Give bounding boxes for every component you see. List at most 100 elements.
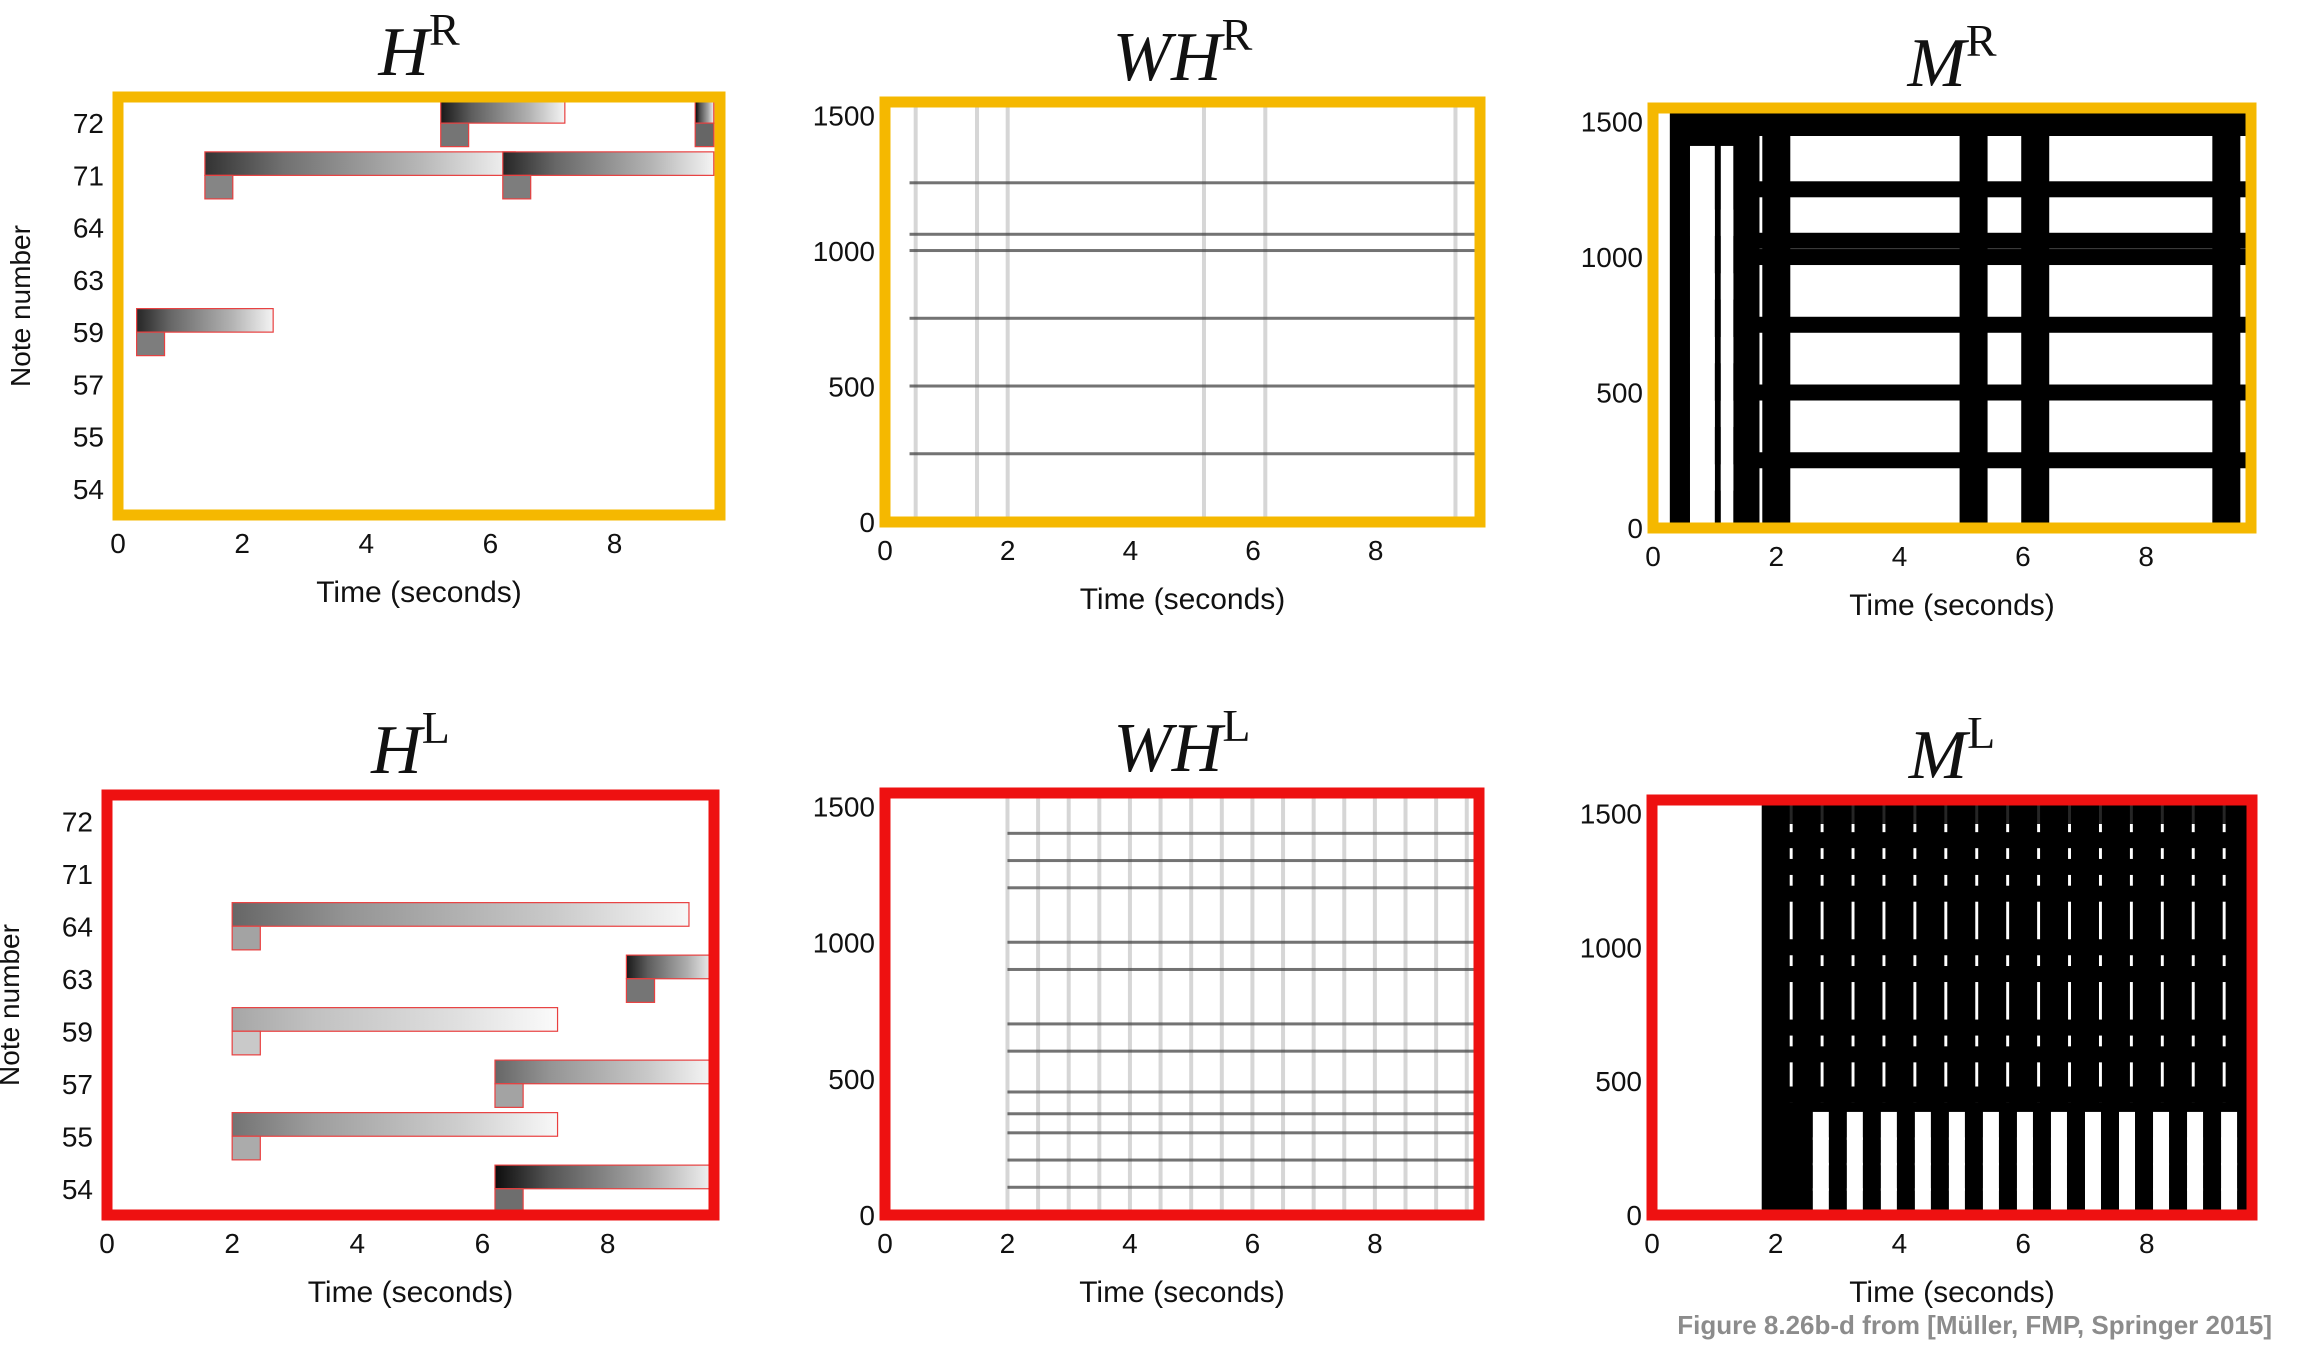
harmonic-line — [1775, 1086, 2252, 1103]
y-tick-label: 0 — [859, 507, 875, 538]
mask-gap — [2084, 1137, 2101, 1166]
panel-frame — [879, 787, 1485, 1221]
harmonic-line — [1677, 384, 2251, 401]
x-tick-label: 0 — [1644, 1228, 1660, 1259]
y-tick-label: 71 — [62, 859, 93, 890]
harmonic-line — [1775, 858, 2252, 875]
y-axis-label: Note number — [0, 924, 25, 1086]
harmonic-line — [909, 452, 1480, 456]
chart-title: HL — [370, 702, 450, 789]
x-tick-label: 0 — [110, 528, 126, 559]
onset-activation — [695, 123, 714, 147]
mask-gap — [2084, 1162, 2101, 1191]
harmonic-line — [1775, 966, 2252, 983]
mask-gap — [2084, 1111, 2101, 1140]
onset-activation — [232, 926, 261, 950]
panel-frame — [1647, 102, 2257, 534]
note-activation — [494, 1165, 714, 1189]
harmonic-line — [1677, 452, 2251, 469]
y-tick-label: 500 — [1596, 378, 1643, 409]
y-tick-label: 71 — [73, 160, 104, 191]
mask-gap — [2016, 1188, 2033, 1215]
onset-constraint-box — [204, 174, 234, 200]
onset-streak — [1219, 793, 1224, 1215]
onset-streak — [1453, 102, 1458, 522]
onset-constraint-box — [494, 1083, 524, 1108]
onset-streak — [1372, 793, 1377, 1215]
y-tick-label: 63 — [73, 265, 104, 296]
plot-area — [1653, 108, 2251, 528]
y-tick-label: 500 — [828, 1064, 875, 1095]
mask-gap — [2187, 1188, 2204, 1215]
panel-frame — [1646, 794, 2258, 1221]
onset-constraint-box — [440, 122, 470, 148]
y-tick-label: 1000 — [1581, 242, 1643, 273]
y-tick-label: 55 — [62, 1121, 93, 1152]
harmonic-line — [909, 384, 1480, 388]
note-activation — [204, 151, 516, 176]
plot-area — [118, 97, 720, 515]
mask-gap — [1948, 1188, 1965, 1215]
harmonic-line — [1007, 1049, 1479, 1053]
y-tick-label: 57 — [62, 1069, 93, 1100]
y-tick-label: 0 — [859, 1200, 875, 1231]
onset-streak — [1434, 793, 1439, 1215]
x-axis-label: Time (seconds) — [308, 1276, 514, 1309]
panel-frame — [112, 91, 726, 521]
onset-streak — [1281, 793, 1286, 1215]
note-activation — [440, 99, 565, 124]
onset-activation — [494, 1083, 524, 1108]
chart-title-main: M — [1908, 717, 1971, 794]
mask-gap — [1982, 1188, 1999, 1215]
chart-title-superscript: R — [429, 4, 460, 55]
mask-gap — [2221, 1137, 2238, 1166]
note-constraint-box — [136, 308, 274, 333]
y-tick-label: 1500 — [813, 792, 875, 823]
y-tick-label: 55 — [73, 422, 104, 453]
mask-gap — [2221, 1162, 2238, 1191]
x-tick-label: 8 — [1368, 535, 1384, 566]
onset-streak — [1403, 793, 1408, 1215]
onset-streak — [1263, 102, 1268, 522]
y-tick-label: 1000 — [1580, 932, 1642, 963]
harmonic-line — [1007, 1131, 1479, 1135]
mask-gap — [1812, 1188, 1829, 1215]
note-activation — [232, 1007, 558, 1032]
y-tick-label: 64 — [73, 213, 104, 244]
harmonic-line — [1007, 1112, 1479, 1116]
chart-title-main: WH — [1114, 710, 1226, 787]
x-tick-label: 0 — [877, 535, 893, 566]
harmonic-line — [1007, 967, 1479, 971]
harmonic-line — [1677, 316, 2251, 333]
note-activation — [626, 955, 714, 979]
harmonic-line — [1007, 1090, 1479, 1094]
y-tick-label: 63 — [62, 964, 93, 995]
mask-gap — [2153, 1111, 2170, 1140]
x-tick-label: 6 — [483, 528, 499, 559]
y-tick-label: 1500 — [1581, 107, 1643, 138]
x-tick-label: 8 — [607, 528, 623, 559]
x-axis-label: Time (seconds) — [1849, 589, 2055, 622]
plot-area — [885, 793, 1479, 1215]
y-tick-label: 500 — [828, 372, 875, 403]
onset-streak — [1250, 793, 1255, 1215]
onset-streak — [1311, 793, 1316, 1215]
harmonic-line — [1775, 885, 2252, 902]
y-tick-label: 54 — [73, 474, 104, 505]
mask-gap — [2119, 1162, 2136, 1191]
onset-streak — [1097, 793, 1102, 1215]
chart-title-main: H — [370, 712, 425, 789]
mask-gap — [2016, 1111, 2033, 1140]
mask-gap — [1914, 1188, 1931, 1215]
harmonic-line — [1775, 1046, 2252, 1063]
y-tick-label: 1000 — [813, 928, 875, 959]
plot-background — [885, 102, 1480, 522]
chart-panel-3: MR 0 500 1000 1500 0 2 4 6 8 Time (seconds) — [1581, 15, 2257, 622]
y-tick-label: 59 — [62, 1016, 93, 1047]
mask-gap — [1812, 1137, 1829, 1166]
chart-panel-6: ML 0 500 1000 1500 0 2 4 6 8 Time (seconds) — [1580, 707, 2258, 1309]
mask-gap — [1982, 1162, 1999, 1191]
harmonic-line — [1677, 181, 2251, 198]
chart-panel-5: WHL 0 500 1000 1500 0 2 4 6 8 Time (seconds) — [813, 700, 1485, 1309]
x-axis-label: Time (seconds) — [1080, 583, 1286, 616]
